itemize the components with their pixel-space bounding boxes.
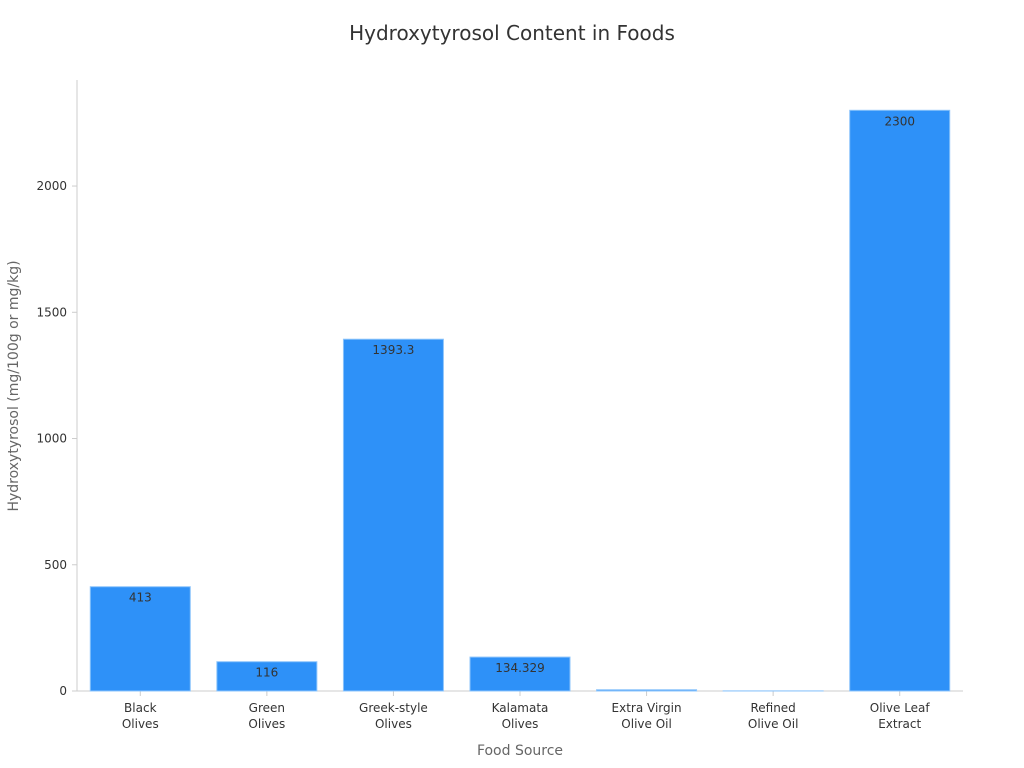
y-tick-label: 1500	[36, 305, 67, 319]
data-label: 2300	[884, 114, 915, 128]
data-label: 413	[129, 591, 152, 605]
x-tick-label: Black Olives	[122, 701, 159, 731]
bar	[596, 689, 698, 692]
data-label: 116	[255, 666, 278, 680]
x-tick-label: Extra Virgin Olive Oil	[612, 701, 682, 731]
chart-title: Hydroxytyrosol Content in Foods	[349, 21, 675, 45]
data-label: 1393.3	[372, 343, 414, 357]
data-label: 134.329	[495, 661, 545, 675]
y-tick-label: 2000	[36, 179, 67, 193]
bar	[849, 109, 951, 692]
bar	[216, 661, 318, 692]
x-tick-label: Green Olives	[248, 701, 285, 731]
x-tick-label: Greek-style Olives	[359, 701, 428, 731]
bar	[469, 656, 571, 692]
bar	[342, 338, 444, 692]
x-tick-label: Olive Leaf Extract	[870, 701, 931, 731]
y-tick-label: 500	[44, 558, 67, 572]
y-axis-label: Hydroxytyrosol (mg/100g or mg/kg)	[6, 260, 22, 511]
bar	[89, 586, 191, 692]
x-axis-label: Food Source	[477, 743, 563, 759]
x-tick-label: Refined Olive Oil	[748, 701, 799, 731]
y-tick-label: 1000	[36, 432, 67, 446]
y-tick-label: 0	[59, 684, 67, 698]
x-tick-label: Kalamata Olives	[492, 701, 549, 731]
